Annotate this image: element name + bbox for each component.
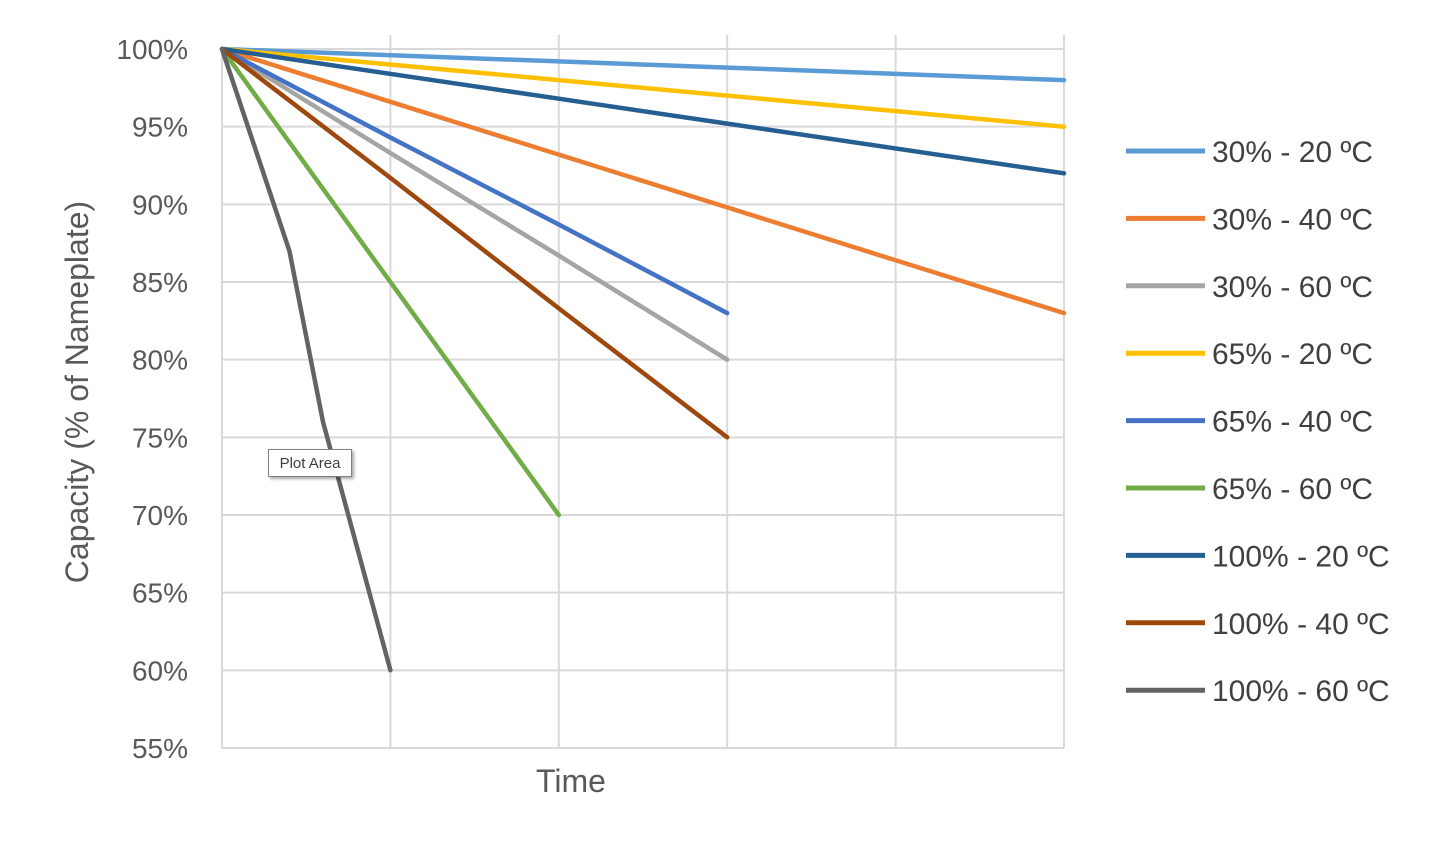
legend-label: 30% - 40 ºC xyxy=(1212,203,1373,236)
legend-label: 30% - 20 ºC xyxy=(1212,136,1373,169)
legend-label: 65% - 20 ºC xyxy=(1212,338,1373,371)
series-line xyxy=(219,46,562,518)
series-line xyxy=(219,46,1067,83)
y-tick-labels: 100% 95% 90% 85% 80% 75% 70% 65% 60% 55% xyxy=(116,34,188,764)
legend: 30% - 20 ºC 30% - 40 ºC 30% - 60 ºC 65% - 2… xyxy=(1126,136,1390,708)
series-line xyxy=(219,46,730,362)
legend-label: 100% - 40 ºC xyxy=(1212,608,1390,641)
legend-label: 100% - 20 ºC xyxy=(1212,540,1390,573)
series-line xyxy=(219,46,1067,129)
y-axis-title: Capacity (% of Nameplate) xyxy=(59,201,95,583)
series-lines xyxy=(219,46,1067,673)
legend-label: 100% - 60 ºC xyxy=(1212,675,1390,708)
y-tick-label: 55% xyxy=(132,733,188,764)
series-line xyxy=(219,46,730,440)
y-tick-label: 80% xyxy=(132,345,188,376)
y-tick-label: 95% xyxy=(132,112,188,143)
y-tick-label: 85% xyxy=(132,267,188,298)
y-tick-label: 60% xyxy=(132,655,188,686)
y-tick-label: 65% xyxy=(132,578,188,609)
series-line xyxy=(219,46,393,673)
y-tick-label: 100% xyxy=(116,34,188,65)
legend-label: 30% - 60 ºC xyxy=(1212,271,1373,304)
y-tick-label: 75% xyxy=(132,422,188,453)
series-line xyxy=(219,46,1067,176)
plot-area-tooltip: Plot Area xyxy=(268,449,352,477)
axes xyxy=(221,47,1064,749)
legend-label: 65% - 40 ºC xyxy=(1212,406,1373,439)
series-line xyxy=(219,46,1067,316)
series-line xyxy=(219,46,730,316)
y-tick-label: 90% xyxy=(132,189,188,220)
gridlines xyxy=(222,35,1065,748)
legend-label: 65% - 60 ºC xyxy=(1212,473,1373,506)
y-tick-label: 70% xyxy=(132,500,188,531)
x-axis-title: Time xyxy=(536,763,606,799)
